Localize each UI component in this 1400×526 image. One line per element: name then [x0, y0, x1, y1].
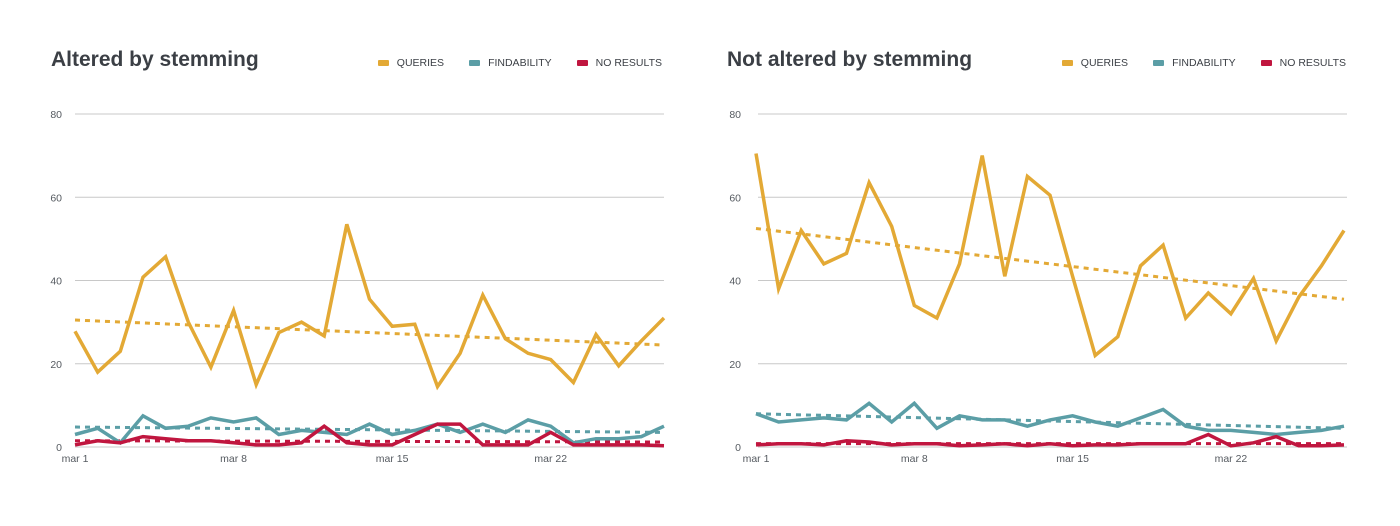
series-line-no-results — [755, 432, 1345, 448]
chart-panel-not-altered: 0 20 40 60 80 mar 1 mar 8 mar 15 mar 22 Not alte… — [700, 0, 1400, 526]
legend-label-no-results: NO RESULTS — [1279, 57, 1346, 69]
series-line-findability — [755, 400, 1345, 437]
legend-swatch-queries — [377, 60, 389, 66]
legend-item-queries: QUERIES — [377, 57, 445, 69]
series-line-no-results — [74, 422, 665, 448]
y-tick-label: 0 — [735, 442, 741, 454]
x-tick-label: mar 1 — [62, 453, 89, 465]
legend-label-queries: QUERIES — [1080, 57, 1129, 69]
legend-item-findability: FINDABILITY — [469, 57, 552, 69]
legend-label-findability: FINDABILITY — [1172, 57, 1236, 69]
line-chart-altered: 0 20 40 60 80 mar 1 mar 8 mar 15 mar 22 — [50, 109, 666, 465]
y-tick-label: 0 — [56, 442, 62, 454]
y-tick-label: 40 — [729, 276, 741, 288]
legend-label-queries: QUERIES — [396, 57, 445, 69]
y-tick-label: 20 — [729, 359, 741, 371]
series-line-queries — [73, 223, 666, 391]
legend-item-findability: FINDABILITY — [1153, 57, 1236, 69]
legend-item-no-results: NO RESULTS — [576, 57, 662, 69]
chart-title: Altered by stemming — [51, 48, 259, 71]
y-tick-label: 60 — [729, 192, 741, 204]
y-tick-label: 60 — [50, 192, 62, 204]
x-tick-label: mar 15 — [1056, 453, 1089, 465]
legend: QUERIES FINDABILITY NO RESULTS — [353, 57, 662, 69]
x-tick-label: mar 8 — [220, 453, 247, 465]
trendline-findability — [74, 425, 665, 434]
legend-item-queries: QUERIES — [1061, 57, 1129, 69]
y-tick-label: 40 — [50, 276, 62, 288]
legend: QUERIES FINDABILITY NO RESULTS — [1037, 57, 1346, 69]
x-tick-label: mar 1 — [743, 453, 770, 465]
legend-swatch-queries — [1061, 60, 1073, 66]
x-tick-label: mar 15 — [376, 453, 409, 465]
series-line-queries — [754, 153, 1346, 359]
legend-item-no-results: NO RESULTS — [1260, 57, 1346, 69]
legend-swatch-no-results — [576, 60, 588, 66]
legend-swatch-findability — [1153, 60, 1165, 66]
y-tick-label: 20 — [50, 359, 62, 371]
y-tick-label: 80 — [729, 109, 741, 121]
legend-label-findability: FINDABILITY — [488, 57, 552, 69]
series-line-findability — [74, 413, 665, 446]
chart-title: Not altered by stemming — [727, 48, 973, 71]
line-chart-not-altered: 0 20 40 60 80 mar 1 mar 8 mar 15 mar 22 — [729, 109, 1347, 465]
chart-panel-altered: 0 20 40 60 80 mar 1 mar 8 mar 15 mar 22 Altered … — [50, 48, 666, 465]
legend-swatch-findability — [469, 60, 481, 66]
trendline-queries — [74, 318, 665, 347]
legend-label-no-results: NO RESULTS — [595, 57, 662, 69]
x-tick-label: mar 22 — [534, 453, 567, 465]
legend-swatch-no-results — [1260, 60, 1272, 66]
x-tick-label: mar 8 — [901, 453, 928, 465]
y-tick-label: 80 — [50, 109, 62, 121]
x-tick-label: mar 22 — [1215, 453, 1248, 465]
